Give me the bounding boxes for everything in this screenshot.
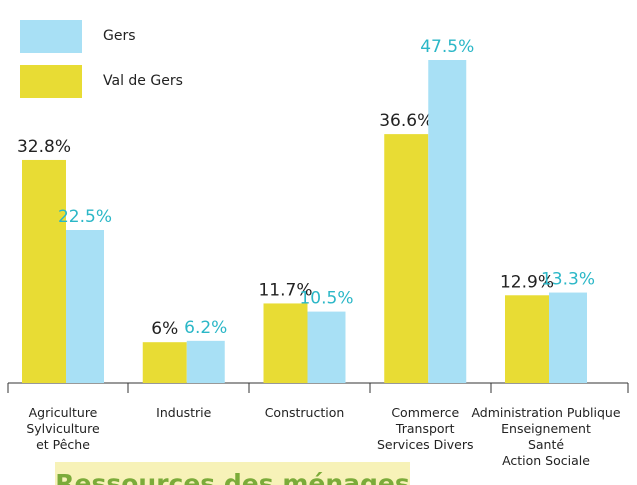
legend-label: Gers	[103, 28, 136, 44]
value-label: 13.3%	[541, 270, 595, 290]
bar	[549, 292, 587, 383]
bar	[263, 303, 308, 383]
x-tick-label: Agriculture Sylviculture et Pêche	[26, 405, 100, 452]
x-tick-label: Administration Publique Enseignement San…	[471, 405, 621, 468]
bar	[505, 295, 549, 383]
value-label: 10.5%	[299, 289, 353, 309]
value-label: 47.5%	[420, 37, 474, 57]
bar	[22, 159, 66, 383]
bar	[66, 230, 104, 383]
bar	[384, 134, 429, 383]
bar	[186, 340, 225, 383]
bar	[142, 342, 187, 383]
value-label: 6%	[151, 319, 178, 339]
legend-swatch	[20, 65, 82, 98]
legend-label: Val de Gers	[103, 73, 183, 89]
value-label: 32.8%	[17, 137, 71, 157]
value-label: 22.5%	[58, 207, 112, 227]
value-label: 6.2%	[184, 318, 227, 338]
value-label: 12.9%	[500, 272, 554, 292]
x-tick-label: Commerce Transport Services Divers	[376, 405, 474, 452]
section-heading: Ressources des ménages	[55, 462, 410, 485]
bar	[307, 311, 346, 383]
legend-swatch	[20, 20, 82, 53]
value-label: 11.7%	[258, 280, 312, 300]
x-tick-label: Industrie	[156, 405, 212, 420]
bar	[428, 60, 467, 383]
value-label: 36.6%	[379, 111, 433, 131]
x-tick-label: Construction	[264, 405, 345, 420]
